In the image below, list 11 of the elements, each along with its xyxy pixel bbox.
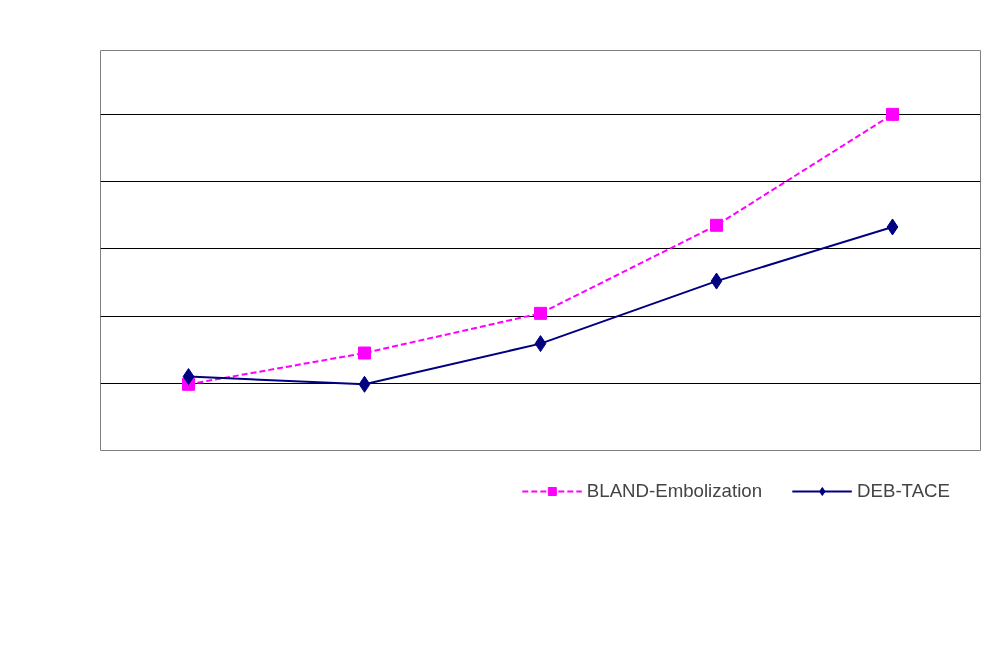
point xyxy=(534,335,547,353)
point xyxy=(534,306,547,320)
point xyxy=(710,272,723,290)
point xyxy=(358,346,371,360)
legend-label: DEB-TACE xyxy=(857,480,950,502)
point xyxy=(710,218,723,232)
point xyxy=(886,107,899,121)
point xyxy=(182,368,195,386)
legend-label: BLAND-Embolization xyxy=(586,480,763,502)
point xyxy=(886,218,899,236)
point xyxy=(358,375,371,393)
